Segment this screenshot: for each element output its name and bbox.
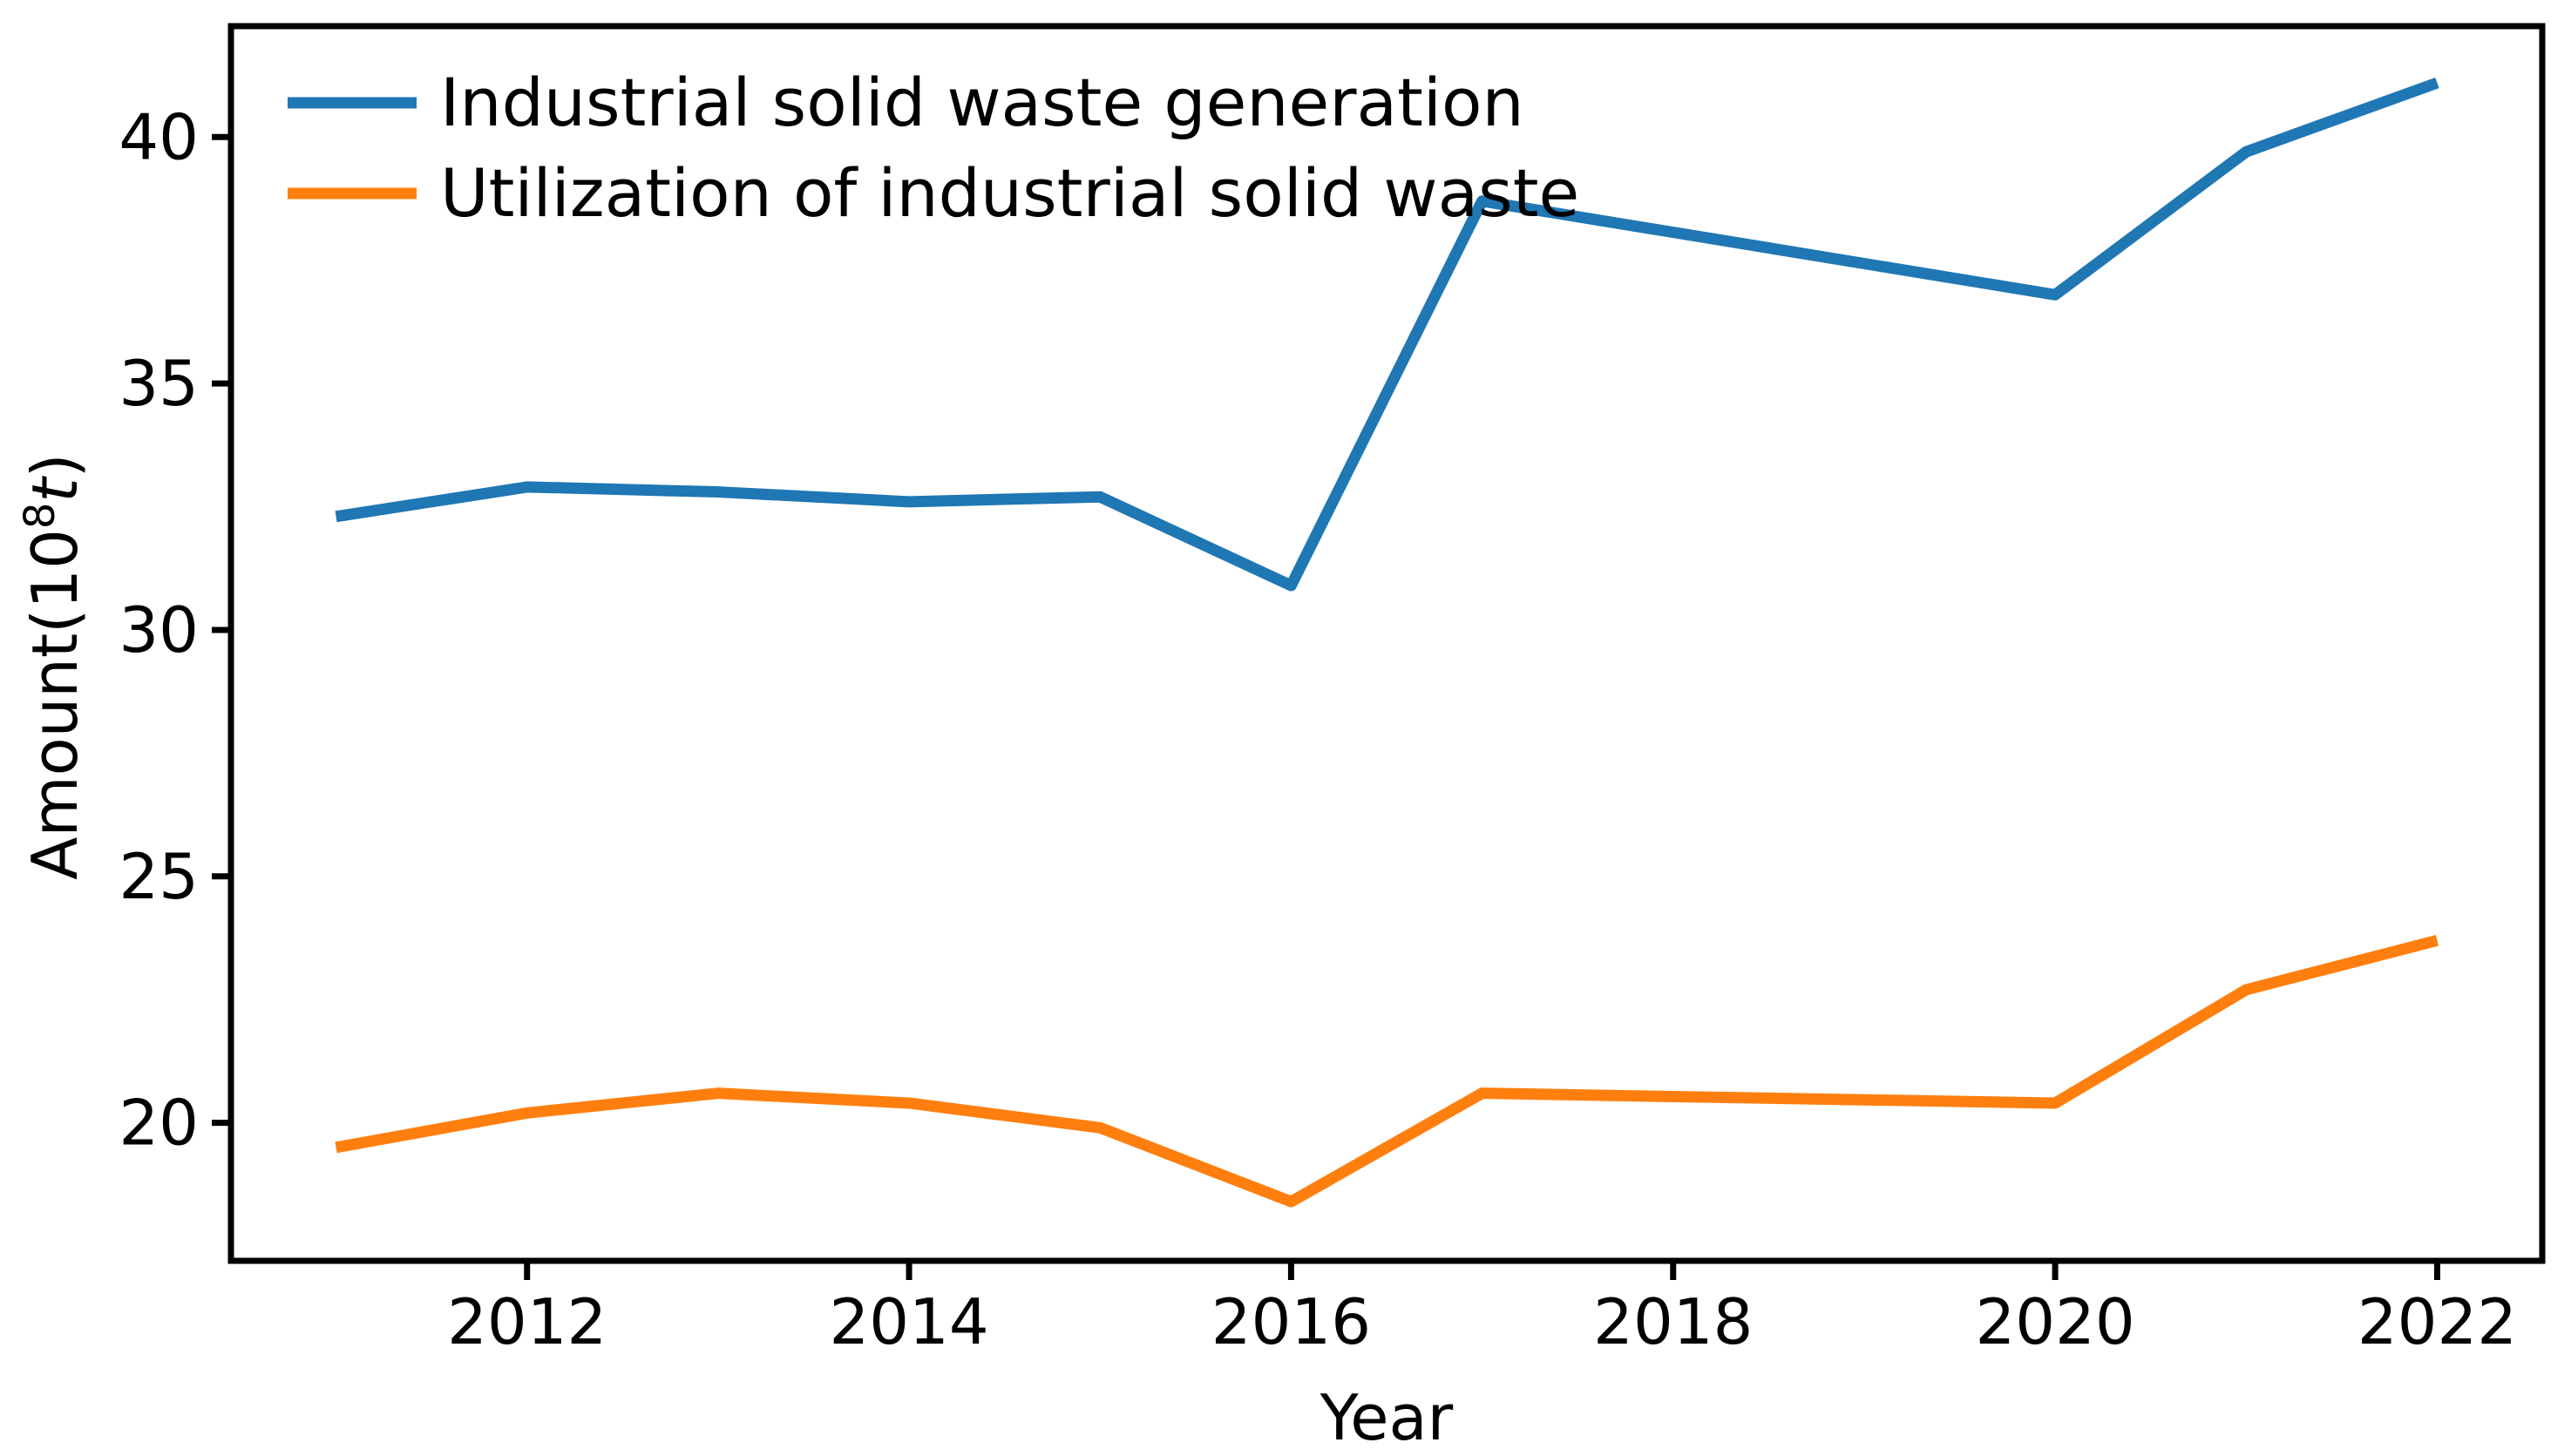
y-tick-label: 20: [119, 1087, 199, 1160]
y-axis-label-unit: t: [18, 476, 92, 503]
x-tick-label: 2014: [829, 1285, 988, 1358]
y-axis-label-suffix: ): [18, 453, 92, 477]
x-axis-label: Year: [1319, 1381, 1454, 1454]
legend-label-utilization: Utilization of industrial solid waste: [440, 154, 1579, 232]
y-axis-label-superscript: 8: [16, 503, 64, 530]
y-tick-label: 30: [119, 593, 199, 667]
y-tick-label: 40: [119, 100, 199, 173]
x-tick-label: 2018: [1593, 1285, 1753, 1358]
series-lines: [335, 77, 2439, 1208]
legend: Industrial solid waste generation Utiliz…: [288, 64, 1579, 232]
y-tick-label: 35: [119, 347, 199, 420]
y-axis-label: Amount(108t): [16, 453, 92, 880]
y-axis-label-prefix: Amount(10: [18, 529, 92, 880]
x-tick-label: 2012: [447, 1285, 607, 1358]
x-axis-ticks: 2012 2014 2016 2018 2020 2022: [447, 1261, 2517, 1358]
series-line-generation: [335, 77, 2439, 592]
x-tick-label: 2016: [1211, 1285, 1371, 1358]
series-line-utilization: [335, 935, 2439, 1208]
y-tick-label: 25: [119, 840, 199, 913]
y-axis-ticks: 20 25 30 35 40: [119, 100, 231, 1160]
legend-label-generation: Industrial solid waste generation: [440, 64, 1524, 141]
x-tick-label: 2020: [1975, 1285, 2134, 1358]
x-tick-label: 2022: [2357, 1285, 2517, 1358]
plot-area-border: [227, 23, 2546, 1264]
